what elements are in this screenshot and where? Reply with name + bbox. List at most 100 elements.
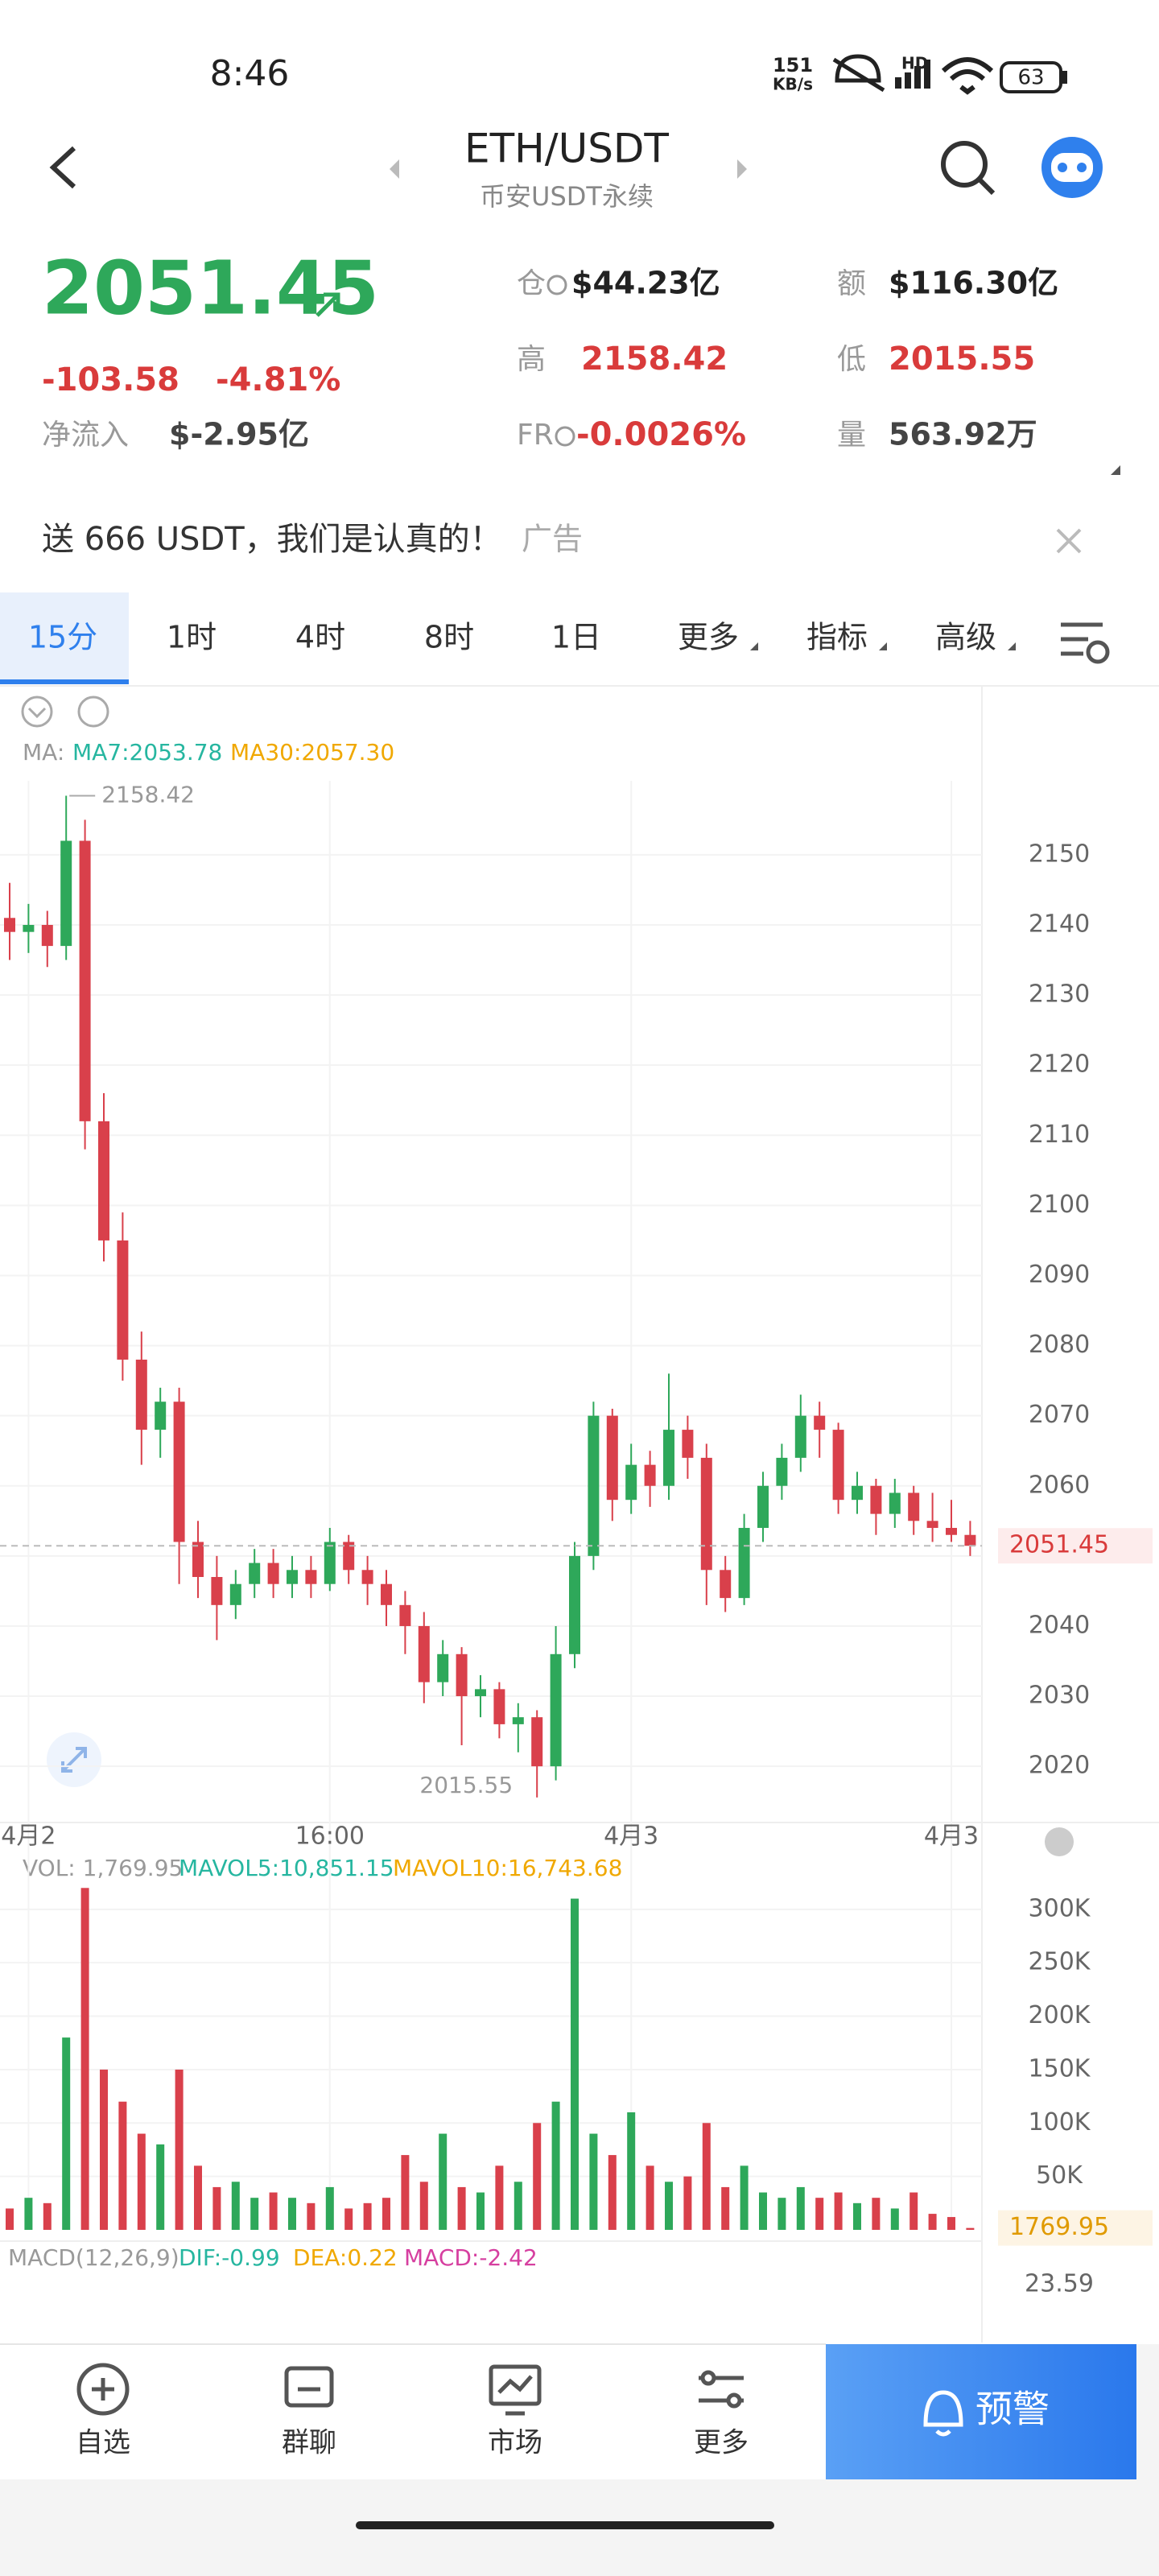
candle-body xyxy=(926,1521,938,1529)
banner-text[interactable]: 送 666 USDT，我们是认真的！ xyxy=(42,521,502,558)
candle-body xyxy=(155,1402,167,1430)
timeframe-tab[interactable]: 1时 xyxy=(167,620,217,655)
x-tick-label: 4月2 xyxy=(1,1823,56,1851)
nav-label: 更多 xyxy=(694,2427,749,2459)
volume-bar xyxy=(457,2186,466,2230)
volume-tick-label: 150K xyxy=(1029,2054,1091,2083)
collapse-icon[interactable] xyxy=(21,696,53,728)
candle-body xyxy=(211,1576,223,1605)
volume-bar xyxy=(118,2101,127,2230)
volume-bar xyxy=(156,2144,165,2230)
net-inflow-label: 净流入 xyxy=(42,419,129,452)
prev-pair[interactable] xyxy=(390,159,399,179)
y-tick-label: 2100 xyxy=(1029,1191,1090,1219)
volume-bar xyxy=(796,2186,805,2230)
chart-settings[interactable] xyxy=(1061,622,1110,664)
ma30-label: MA30:2057.30 xyxy=(230,739,394,766)
search-button[interactable] xyxy=(941,141,996,196)
stat-value: 2015.55 xyxy=(889,341,1035,378)
last-price: 2051.45 xyxy=(42,245,379,331)
nav-watchlist[interactable] xyxy=(76,2363,130,2416)
timeframe-tab[interactable]: 高级 xyxy=(935,620,996,655)
volume-bar xyxy=(551,2101,560,2230)
dropdown-caret xyxy=(750,642,758,650)
timeframe-tab[interactable]: 15分 xyxy=(28,620,97,655)
candle-body xyxy=(700,1457,712,1571)
candle-body xyxy=(305,1570,317,1584)
candle-body xyxy=(964,1534,976,1546)
volume-bar xyxy=(909,2192,918,2230)
low-annotation: 2015.55 xyxy=(419,1772,513,1798)
nav-more[interactable] xyxy=(699,2370,744,2409)
timeframe-tab[interactable]: 更多 xyxy=(678,620,739,655)
price-change-pct: -4.81% xyxy=(216,361,340,398)
volume-bar xyxy=(947,2217,955,2230)
volume-bar xyxy=(645,2165,654,2230)
candle-body xyxy=(267,1563,279,1584)
info-icon[interactable] xyxy=(547,275,567,295)
next-pair[interactable] xyxy=(737,159,747,179)
stat-value: $44.23亿 xyxy=(571,266,720,301)
candle-body xyxy=(720,1570,732,1599)
stat-label: FR xyxy=(517,419,554,452)
volume-bar xyxy=(344,2208,353,2230)
stat-label: 高 xyxy=(517,343,546,376)
stat-label: 量 xyxy=(837,419,866,452)
candle-body xyxy=(23,924,35,932)
net-speed-unit: KB/s xyxy=(773,75,813,94)
candle-body xyxy=(192,1542,204,1577)
volume-bar xyxy=(721,2186,730,2230)
timeframe-tab[interactable]: 指标 xyxy=(806,620,868,655)
candle-body xyxy=(757,1485,769,1529)
macd-value: MACD:-2.42 xyxy=(404,2244,538,2271)
volume-bar xyxy=(100,2069,108,2230)
market-subtitle: 币安USDT永续 xyxy=(480,181,654,212)
volume-bar xyxy=(212,2186,221,2230)
nav-label: 市场 xyxy=(488,2427,542,2459)
candle-body xyxy=(814,1415,826,1430)
stat-value: $116.30亿 xyxy=(889,266,1058,301)
volume-bar xyxy=(6,2208,14,2230)
y-tick-label: 2110 xyxy=(1029,1121,1090,1149)
expand-corner[interactable] xyxy=(1111,465,1120,475)
volume-bar xyxy=(137,2133,146,2230)
candle-body xyxy=(60,840,72,947)
nav-label: 群聊 xyxy=(282,2427,336,2459)
candle-body xyxy=(79,840,91,1121)
volume-bar xyxy=(740,2165,749,2230)
settings-icon[interactable] xyxy=(77,696,109,728)
candle-body xyxy=(794,1415,806,1458)
volume-tick-label: 100K xyxy=(1029,2108,1091,2136)
volume-bar xyxy=(43,2202,52,2230)
alert-button[interactable] xyxy=(826,2344,1136,2479)
volume-bar xyxy=(514,2182,522,2230)
candle-body xyxy=(588,1415,600,1556)
volume-bar xyxy=(62,2037,71,2230)
assistant-avatar[interactable] xyxy=(1041,137,1103,198)
pair-title: ETH/USDT xyxy=(464,126,669,172)
candle-body xyxy=(493,1689,505,1724)
candle-body xyxy=(41,924,53,947)
timeframe-tab[interactable]: 4时 xyxy=(295,620,345,655)
k-badge[interactable] xyxy=(1045,1827,1074,1856)
timeframe-tab[interactable]: 8时 xyxy=(424,620,474,655)
candle-body xyxy=(98,1121,109,1241)
candle-body xyxy=(946,1528,957,1535)
active-tab-underline xyxy=(0,679,129,684)
nav-market[interactable] xyxy=(489,2364,542,2416)
candle-body xyxy=(117,1240,129,1360)
volume-bar xyxy=(683,2176,692,2230)
candle-body xyxy=(437,1653,449,1682)
candle-body xyxy=(889,1492,901,1514)
volume-bar xyxy=(966,2227,975,2230)
info-icon[interactable] xyxy=(555,426,575,447)
banner-close[interactable] xyxy=(1056,528,1082,554)
y-tick-label: 2060 xyxy=(1029,1471,1090,1499)
nav-chat[interactable] xyxy=(284,2366,334,2408)
back-button[interactable] xyxy=(49,146,76,189)
timeframe-tab[interactable]: 1日 xyxy=(551,620,601,655)
volume-tick-label: 250K xyxy=(1029,1948,1091,1976)
candle-body xyxy=(324,1542,336,1584)
y-tick-label: 2020 xyxy=(1029,1752,1090,1780)
